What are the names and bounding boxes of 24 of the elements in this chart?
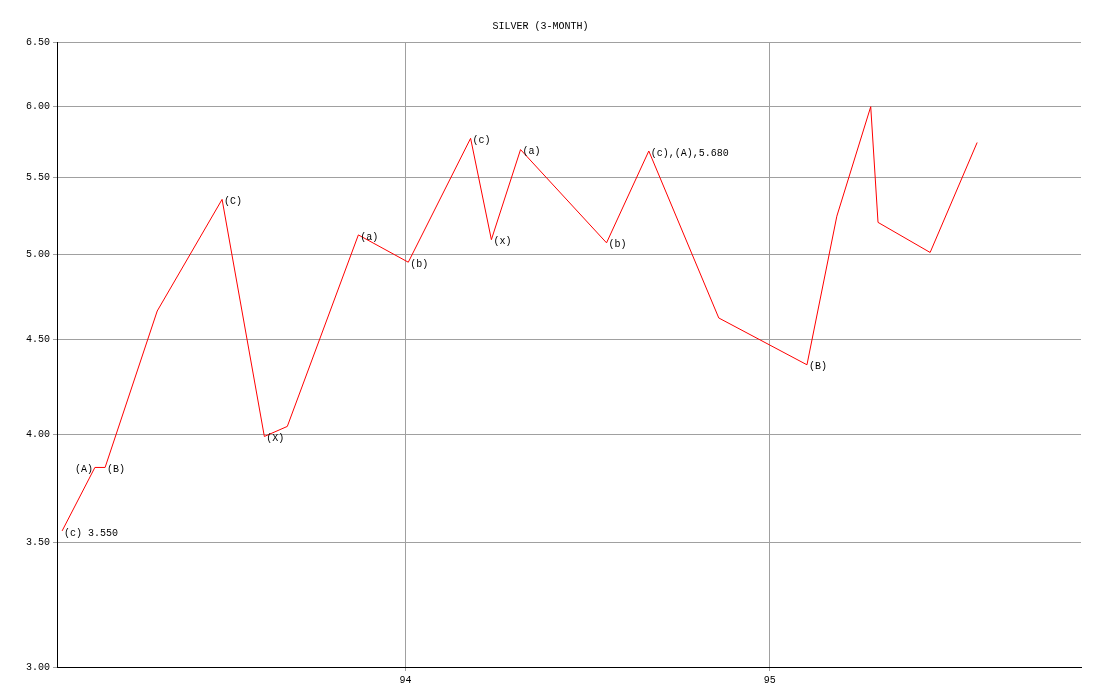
x-tick-label: 95	[763, 674, 776, 686]
annotation: (x)	[493, 236, 512, 248]
y-tick-label: 5.50	[25, 171, 50, 183]
annotation: (c)	[472, 134, 491, 146]
annotation: (b)	[410, 258, 429, 270]
annotation: (c),(A),5.680	[650, 147, 729, 159]
y-tick-label: 3.00	[25, 661, 50, 673]
y-tick-label: 6.50	[25, 36, 50, 48]
y-tick-label: 4.50	[25, 333, 50, 345]
x-tick-label: 94	[399, 674, 412, 686]
annotation: (A)	[74, 464, 93, 476]
annotation: (C)	[224, 196, 243, 208]
chart-title: SILVER (3-MONTH)	[492, 20, 589, 32]
annotation: (X)	[266, 433, 285, 445]
annotation: (B)	[808, 361, 827, 373]
annotation: (a)	[360, 231, 379, 243]
annotation: (a)	[522, 146, 541, 158]
y-tick-label: 5.00	[25, 248, 50, 260]
y-tick-label: 4.00	[25, 429, 50, 441]
annotation: (b)	[608, 239, 627, 251]
annotation: (c) 3.550	[64, 527, 119, 539]
annotation: (B)	[107, 464, 126, 476]
y-tick-label: 6.00	[25, 101, 50, 113]
y-tick-label: 3.50	[25, 537, 50, 549]
